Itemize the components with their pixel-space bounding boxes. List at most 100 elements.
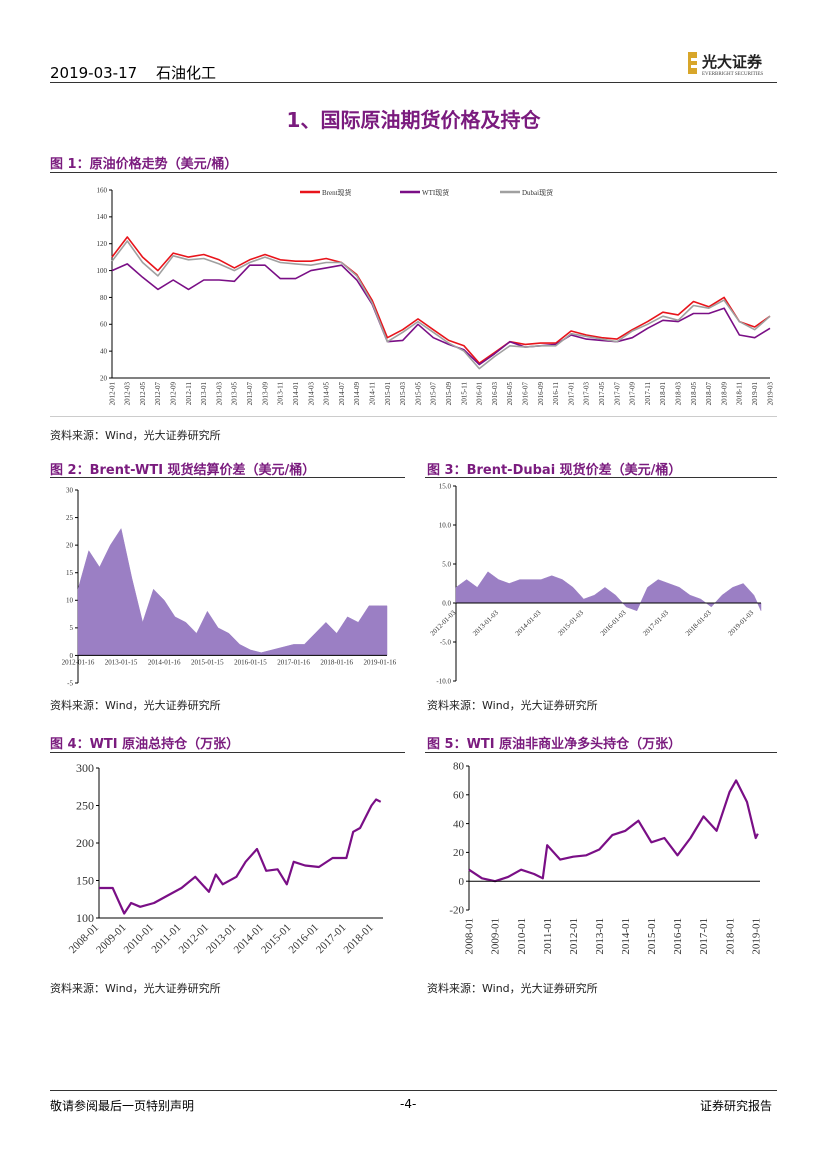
y-tick-label: 0.0 bbox=[442, 599, 451, 607]
page-header: 2019-03-17 石油化工 bbox=[50, 62, 230, 83]
y-tick-label: 20 bbox=[453, 847, 465, 859]
figure-4-source: 资料来源：Wind，光大证券研究所 bbox=[50, 982, 221, 995]
x-tick-label: 2019-01-03 bbox=[727, 608, 756, 637]
x-tick-label: 2014-11 bbox=[368, 382, 376, 406]
x-tick-label: 2017-01 bbox=[698, 918, 710, 955]
legend-label: Brent现货 bbox=[322, 188, 352, 197]
y-tick-label: 20 bbox=[66, 541, 74, 549]
x-tick-label: 2017-11 bbox=[644, 382, 652, 406]
figure-2-source: 资料来源：Wind，光大证券研究所 bbox=[50, 699, 221, 712]
y-tick-label: -5 bbox=[67, 679, 73, 687]
y-tick-label: 10 bbox=[66, 597, 74, 605]
x-tick-label: 2015-07 bbox=[430, 382, 438, 406]
x-tick-label: 2012-01 bbox=[568, 918, 580, 955]
y-tick-label: 140 bbox=[97, 213, 108, 221]
figure-3-caption: 图 3：Brent-Dubai 现货价差（美元/桶） bbox=[427, 463, 682, 478]
spread-area bbox=[455, 571, 762, 612]
x-tick-label: 2012-03 bbox=[124, 382, 132, 406]
x-tick-label: 2018-01 bbox=[724, 918, 736, 955]
x-tick-label: 2013-01 bbox=[200, 382, 208, 406]
x-tick-label: 2017-01-03 bbox=[641, 608, 670, 637]
series-line-Dubai现货 bbox=[111, 240, 771, 370]
y-tick-label: -20 bbox=[449, 905, 464, 917]
x-tick-label: 2018-01-16 bbox=[320, 658, 353, 666]
footer-report-type: 证券研究报告 bbox=[700, 1099, 773, 1113]
y-tick-label: 150 bbox=[76, 874, 94, 888]
y-tick-label: 10.0 bbox=[439, 521, 452, 529]
y-tick-label: 40 bbox=[453, 818, 465, 830]
x-tick-label: 2015-11 bbox=[460, 382, 468, 406]
x-tick-label: 2017-05 bbox=[598, 382, 606, 406]
figure-1-rule bbox=[50, 172, 777, 173]
x-tick-label: 2019-01 bbox=[751, 382, 759, 406]
figure-5-chart: -20 0 20 40 60 80 2008-01 2009-01 2010-01 2011-01… bbox=[449, 761, 762, 955]
y-tick-label: 25 bbox=[66, 514, 74, 522]
x-tick-label: 2014-09 bbox=[353, 382, 361, 406]
x-tick-label: 2013-07 bbox=[246, 382, 254, 406]
series-line-Brent现货 bbox=[111, 236, 771, 364]
x-tick-label: 2012-07 bbox=[154, 382, 162, 406]
svg-text:EVERBRIGHT SECURITIES: EVERBRIGHT SECURITIES bbox=[702, 72, 763, 77]
x-tick-label: 2015-01 bbox=[259, 922, 293, 956]
x-tick-label: 2016-01-03 bbox=[599, 608, 628, 637]
x-tick-label: 2018-03 bbox=[675, 382, 683, 406]
figure-1-bottom-rule bbox=[50, 416, 777, 417]
x-tick-label: 2019-01-16 bbox=[363, 658, 396, 666]
x-tick-label: 2012-01 bbox=[177, 922, 211, 956]
y-tick-label: 15.0 bbox=[439, 482, 452, 490]
x-tick-label: 2013-05 bbox=[231, 382, 239, 406]
y-tick-label: 60 bbox=[453, 789, 465, 801]
figure-2-rule bbox=[50, 477, 405, 478]
x-tick-label: 2013-01 bbox=[204, 922, 238, 956]
report-sector: 石油化工 bbox=[155, 64, 216, 82]
x-tick-label: 2015-03 bbox=[399, 382, 407, 406]
x-tick-label: 2014-07 bbox=[338, 382, 346, 406]
y-tick-label: 5.0 bbox=[442, 560, 451, 568]
series-line-main bbox=[99, 798, 382, 915]
x-tick-label: 2009-01 bbox=[490, 918, 502, 955]
x-tick-label: 2013-01 bbox=[594, 918, 606, 955]
figure-5-source: 资料来源：Wind，光大证券研究所 bbox=[427, 982, 598, 995]
x-tick-label: 2017-09 bbox=[629, 382, 637, 406]
x-tick-label: 2014-03 bbox=[307, 382, 315, 406]
y-tick-label: 300 bbox=[76, 761, 94, 775]
x-tick-label: 2010-01 bbox=[122, 922, 156, 956]
footer-rule bbox=[50, 1090, 777, 1091]
figure-3-rule bbox=[425, 477, 777, 478]
x-tick-label: 2014-01-16 bbox=[148, 658, 181, 666]
x-tick-label: 2014-01 bbox=[232, 922, 266, 956]
x-tick-label: 2012-01-16 bbox=[62, 658, 95, 666]
x-tick-label: 2017-01 bbox=[314, 922, 348, 956]
figure-1-chart: 20 40 60 80 100 120 140 160 2012-01 2012-03 2012-0… bbox=[97, 186, 775, 406]
y-tick-label: 200 bbox=[76, 836, 94, 850]
svg-text:光大证券: 光大证券 bbox=[701, 53, 763, 71]
x-tick-label: 2017-03 bbox=[583, 382, 591, 406]
report-date: 2019-03-17 bbox=[50, 64, 138, 82]
x-tick-label: 2008-01 bbox=[464, 918, 476, 955]
y-tick-label: 80 bbox=[453, 761, 465, 773]
series-line-WTI现货 bbox=[111, 263, 771, 366]
y-tick-label: 80 bbox=[100, 294, 108, 302]
x-tick-label: 2015-01-03 bbox=[556, 608, 585, 637]
footer-disclaimer: 敬请参阅最后一页特别声明 bbox=[50, 1099, 195, 1113]
figure-3-chart: -10.0 -5.0 0.0 5.0 10.0 15.0 2012-01-03 2013-01… bbox=[429, 482, 762, 685]
x-tick-label: 2014-01 bbox=[292, 382, 300, 406]
x-tick-label: 2016-01 bbox=[476, 382, 484, 406]
figure-2-chart: -5 0 5 10 15 20 25 30 2012-01-16 2013-01-15 2014-0… bbox=[62, 486, 397, 687]
x-tick-label: 2018-09 bbox=[720, 382, 728, 406]
x-tick-label: 2012-01 bbox=[108, 382, 116, 406]
header-rule bbox=[50, 82, 777, 83]
x-tick-label: 2018-01-03 bbox=[684, 608, 713, 637]
x-tick-label: 2016-03 bbox=[491, 382, 499, 406]
x-tick-label: 2013-03 bbox=[215, 382, 223, 406]
x-tick-label: 2015-01-15 bbox=[191, 658, 224, 666]
x-tick-label: 2013-01-15 bbox=[105, 658, 138, 666]
legend-label: WTI现货 bbox=[422, 188, 449, 197]
x-tick-label: 2016-09 bbox=[537, 382, 545, 406]
figure-2-caption: 图 2：Brent-WTI 现货结算价差（美元/桶） bbox=[50, 463, 316, 478]
y-tick-label: -10.0 bbox=[436, 677, 451, 685]
x-tick-label: 2010-01 bbox=[516, 918, 528, 955]
y-tick-label: 0 bbox=[459, 876, 465, 888]
x-tick-label: 2015-09 bbox=[445, 382, 453, 406]
